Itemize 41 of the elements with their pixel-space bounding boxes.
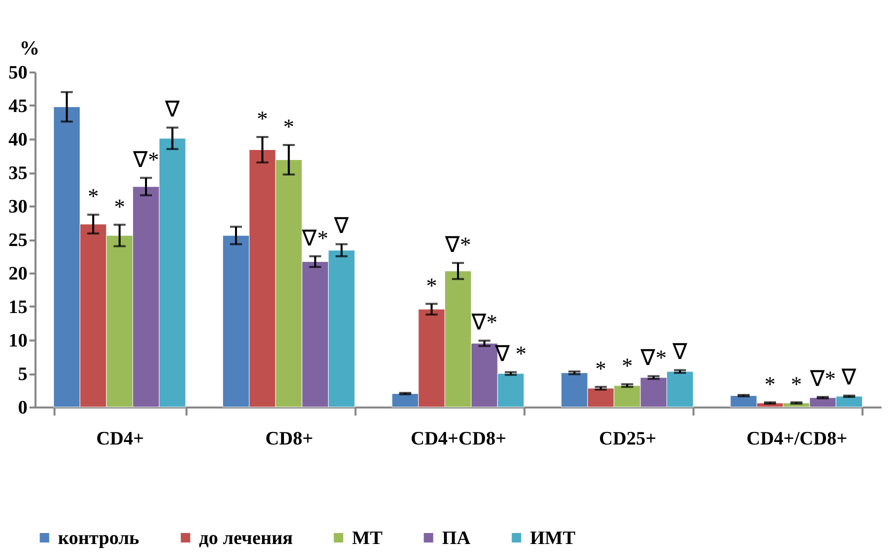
- data-label: ∇*: [444, 232, 471, 257]
- legend-label: до лечения: [199, 528, 293, 549]
- data-label: ∇*: [640, 345, 667, 370]
- x-tick-label: CD4+/CD8+: [746, 428, 848, 450]
- data-label: *: [426, 272, 438, 298]
- x-tick-label: CD4+: [96, 428, 144, 450]
- data-label: *: [790, 371, 802, 396]
- y-tick-label: 30: [8, 196, 28, 218]
- data-label: ∇: [671, 339, 688, 364]
- y-tick-label: 0: [18, 398, 28, 418]
- data-label: *: [622, 353, 633, 378]
- legend-label: контроль: [58, 528, 140, 549]
- y-tick-label: 40: [8, 130, 28, 150]
- y-tick-label: 5: [18, 364, 28, 385]
- y-tick-label: 25: [8, 230, 28, 251]
- y-axis-title: %: [20, 38, 40, 60]
- y-tick-label: 10: [8, 330, 28, 352]
- data-label: ∇*: [470, 310, 498, 335]
- y-tick-label: 50: [8, 62, 28, 84]
- data-label: ∇: [333, 213, 350, 238]
- data-label: ∇*: [808, 366, 836, 391]
- data-label: ∇*: [132, 146, 159, 172]
- data-label: *: [283, 114, 294, 140]
- data-label: *: [764, 371, 776, 396]
- x-tick-label: CD25+: [599, 428, 656, 450]
- data-label: *: [256, 106, 268, 131]
- data-label: *: [114, 194, 126, 219]
- x-tick-label: CD8+: [265, 428, 314, 450]
- legend-label: МТ: [352, 528, 383, 549]
- legend-label: ИМТ: [530, 528, 576, 549]
- data-label: ∇*: [301, 225, 328, 250]
- x-tick-label: CD4+CD8+: [410, 428, 506, 450]
- data-label: *: [595, 356, 606, 381]
- y-tick-label: 20: [8, 264, 28, 284]
- data-label: ∇: [164, 96, 180, 122]
- y-tick-label: 15: [8, 297, 28, 318]
- y-tick-label: 45: [8, 96, 28, 117]
- data-label: ∇: [840, 364, 857, 390]
- y-tick-label: 35: [8, 163, 28, 184]
- data-label: *: [88, 184, 99, 209]
- legend-label: ПА: [442, 528, 471, 549]
